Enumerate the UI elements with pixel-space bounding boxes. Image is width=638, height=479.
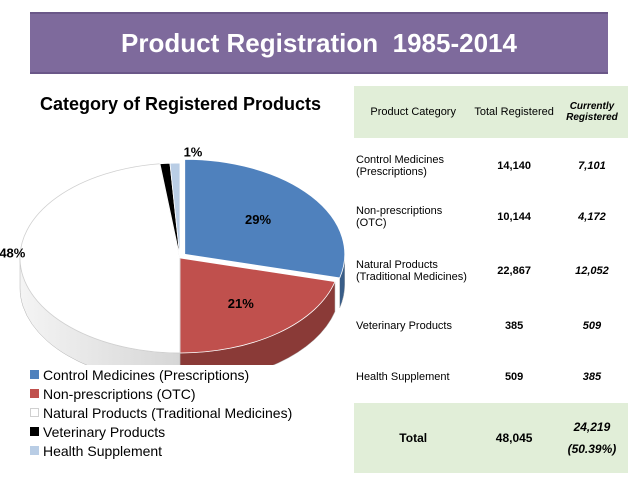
legend-item: Health Supplement (30, 441, 292, 460)
pie-slices (19, 158, 346, 354)
table-row: Veterinary Products 385 509 (354, 301, 628, 351)
page-title: Product Registration 1985-2014 (121, 27, 517, 58)
pie-data-label-1: 21% (228, 296, 254, 311)
row-current: 509 (582, 320, 602, 332)
header-currently-registered: Currently Registered (555, 86, 628, 138)
row-category: Non-prescriptions (OTC) (356, 205, 443, 229)
legend-label: Health Supplement (43, 442, 163, 459)
row-category: Veterinary Products (356, 320, 452, 332)
total-registered: 48,045 (472, 403, 556, 473)
chart-legend: Control Medicines (Prescriptions) Non-pre… (30, 365, 292, 460)
legend-swatch (30, 370, 39, 379)
table-total-row: Total 48,045 24,219 (50.39%) (354, 403, 628, 473)
pie-data-label-4: 1% (184, 144, 203, 159)
total-current: 24,219 (50.39%) (555, 403, 628, 473)
table-row: Non-prescriptions (OTC) 10,144 4,172 (354, 193, 628, 241)
total-current-percent: (50.39%) (567, 442, 617, 456)
pie-chart: 29% 21% 48% 1% (0, 144, 346, 365)
pie-data-label-2: 48% (0, 245, 26, 260)
row-total: 509 (504, 371, 524, 383)
pie-slice-4 (169, 162, 181, 259)
row-category: Health Supplement (356, 371, 450, 383)
pie-data-label-0: 29% (245, 212, 271, 227)
legend-item: Natural Products (Traditional Medicines) (30, 403, 292, 422)
header-product-category: Product Category (354, 86, 473, 138)
legend-label: Veterinary Products (43, 423, 166, 440)
legend-swatch (30, 427, 39, 436)
table-row: Health Supplement 509 385 (354, 351, 628, 403)
row-category: Natural Products (Traditional Medicines) (356, 259, 467, 283)
legend-label: Non-prescriptions (OTC) (43, 385, 196, 402)
table-row: Natural Products (Traditional Medicines)… (354, 241, 628, 301)
pie-labels: 29% 21% 48% 1% (0, 144, 272, 310)
row-current: 385 (582, 371, 602, 383)
pie-slice-2 (19, 163, 181, 354)
total-current-value: 24,219 (573, 420, 611, 434)
row-total: 10,144 (497, 211, 531, 223)
legend-item: Control Medicines (Prescriptions) (30, 365, 292, 384)
total-label: Total (354, 403, 473, 473)
legend-item: Veterinary Products (30, 422, 292, 441)
pie-slice-1 (179, 257, 336, 354)
row-total: 385 (504, 320, 524, 332)
legend-label: Control Medicines (Prescriptions) (43, 366, 250, 383)
row-total: 22,867 (497, 265, 531, 277)
row-total: 14,140 (497, 159, 531, 172)
table-header-row: Product Category Total Registered Curren… (354, 86, 628, 138)
legend-swatch (30, 446, 39, 455)
table-row: Control Medicines (Prescriptions) 14,140… (354, 138, 628, 193)
legend-item: Non-prescriptions (OTC) (30, 384, 292, 403)
row-category: Control Medicines (Prescriptions) (356, 153, 445, 178)
title-banner: Product Registration 1985-2014 (30, 12, 608, 74)
legend-label: Natural Products (Traditional Medicines) (43, 404, 293, 421)
row-current: 7,101 (578, 159, 606, 172)
legend-swatch (30, 389, 39, 398)
header-total-registered: Total Registered (472, 86, 556, 138)
row-current: 4,172 (578, 211, 606, 223)
chart-title: Category of Registered Products (40, 94, 322, 114)
pie-slice-0 (184, 158, 346, 279)
row-current: 12,052 (575, 265, 609, 277)
registration-table: Product Category Total Registered Curren… (354, 86, 628, 473)
legend-swatch (30, 408, 39, 417)
